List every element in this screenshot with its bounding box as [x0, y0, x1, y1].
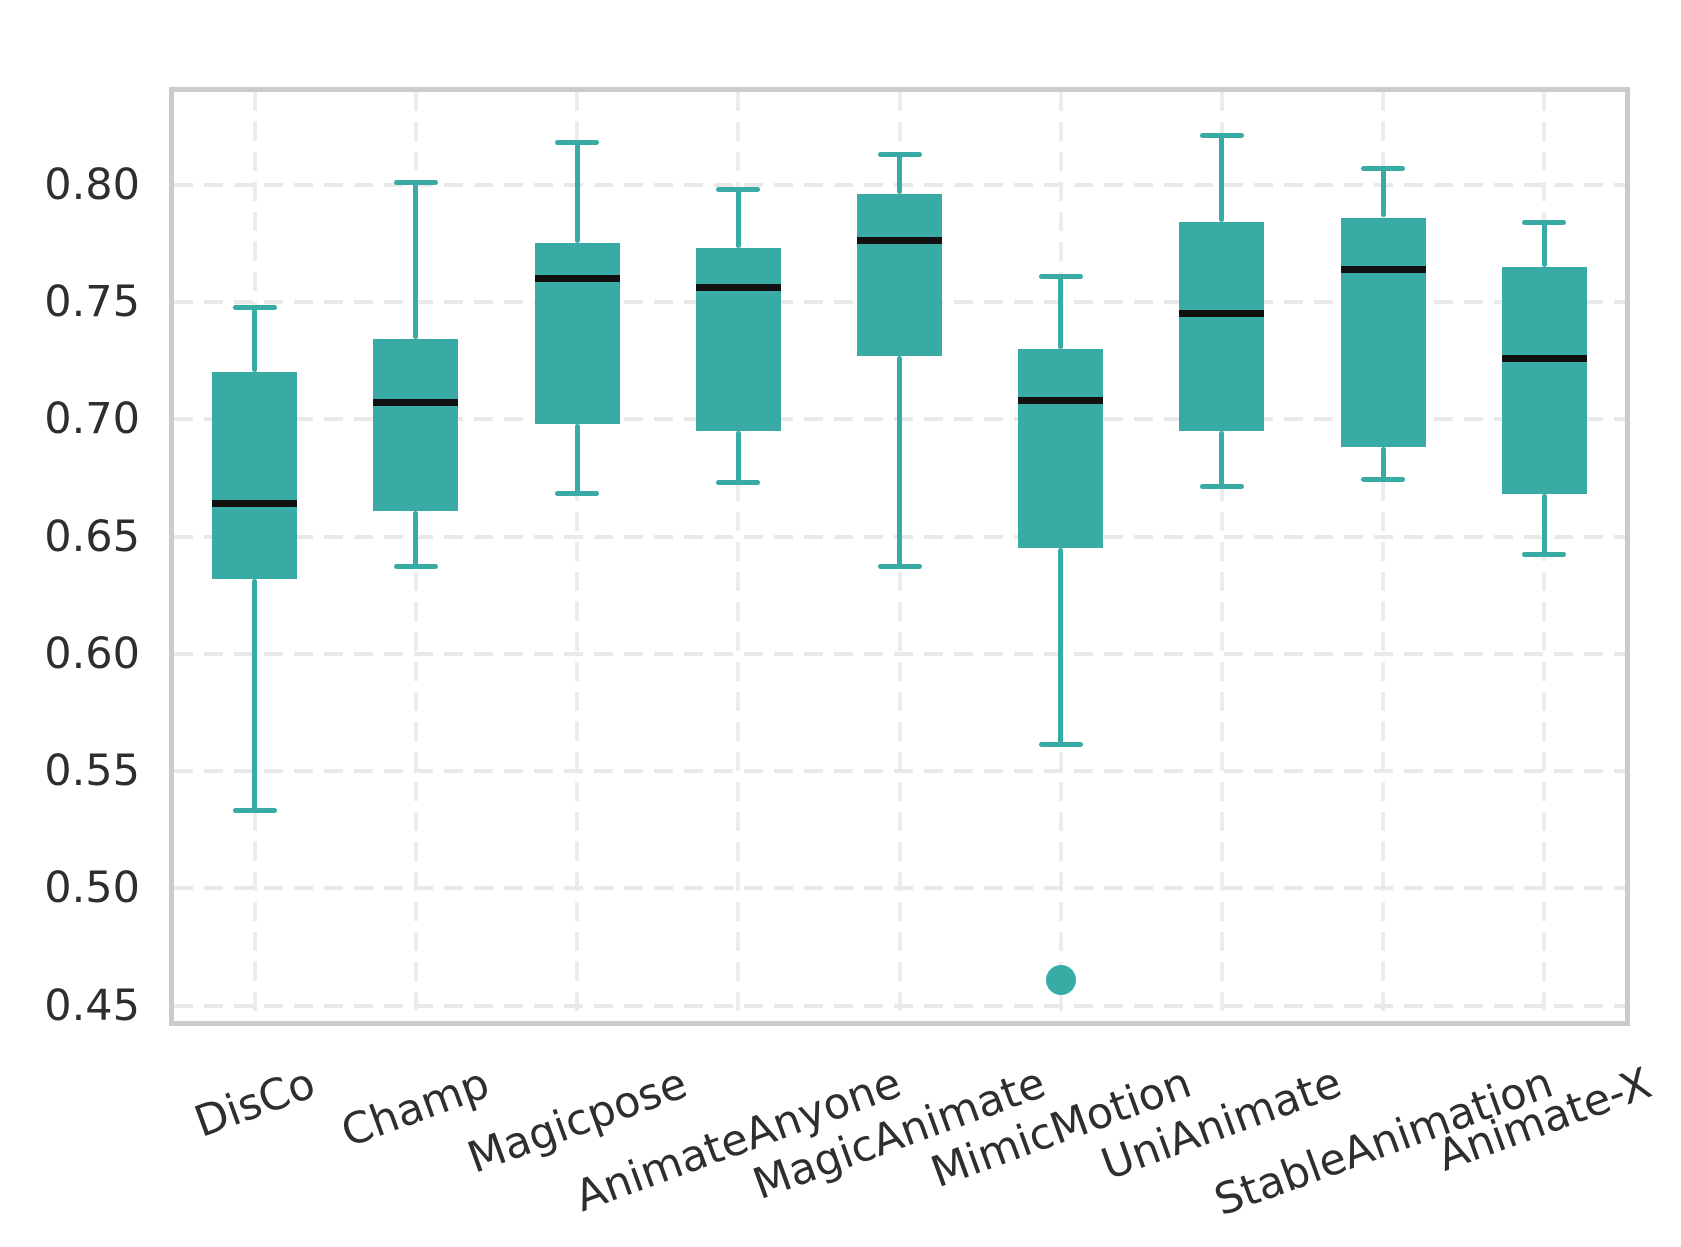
whisker-cap-upper [877, 152, 922, 158]
whisker-cap-lower [1361, 477, 1406, 483]
whisker-cap-upper [1199, 133, 1244, 139]
median-line [373, 399, 459, 407]
y-tick-label-0.75: 0.75 [44, 276, 140, 327]
whisker-line-lower [897, 355, 902, 568]
whisker-line-upper [413, 182, 419, 340]
box-rect [212, 372, 298, 579]
box-rect [1018, 348, 1104, 549]
gridline-x-magicpose [575, 92, 580, 1021]
y-tick-label-0.55: 0.55 [44, 746, 140, 797]
median-line [1340, 265, 1426, 273]
whisker-line-upper [735, 189, 741, 248]
whisker-cap-lower [1038, 742, 1083, 748]
whisker-cap-lower [393, 564, 438, 570]
whisker-line-lower [252, 578, 258, 812]
box-rect [1179, 222, 1265, 431]
whisker-line-upper [252, 306, 258, 373]
whisker-cap-lower [232, 808, 277, 814]
whisker-line-upper [574, 142, 580, 244]
whisker-line-lower [413, 510, 419, 568]
box-rect [857, 194, 942, 356]
gridline-x-animateanyone [736, 92, 741, 1021]
gridline-y-0.50 [174, 886, 1625, 891]
median-line [1179, 310, 1265, 318]
whisker-cap-upper [555, 140, 600, 146]
median-line [534, 275, 620, 282]
gridline-y-0.55 [174, 769, 1625, 774]
whisker-cap-lower [1199, 484, 1244, 490]
whisker-cap-lower [877, 564, 922, 570]
whisker-line-upper [1058, 276, 1064, 349]
whisker-cap-lower [1522, 552, 1567, 558]
y-tick-label-0.50: 0.50 [44, 863, 140, 914]
box-rect [534, 243, 620, 424]
whisker-cap-upper [1038, 274, 1083, 280]
whisker-line-upper [1380, 168, 1386, 218]
outlier-point [1045, 964, 1076, 995]
gridline-x-stableanimation [1381, 92, 1386, 1021]
whisker-line-lower [735, 430, 741, 483]
median-line [695, 284, 781, 292]
y-tick-label-0.45: 0.45 [44, 980, 140, 1031]
x-tick-label-disco: DisCo [187, 1058, 322, 1148]
whisker-line-lower [1219, 430, 1225, 488]
median-line [1501, 354, 1587, 362]
median-line [1018, 396, 1104, 404]
y-tick-label-0.80: 0.80 [44, 159, 140, 210]
whisker-cap-upper [393, 180, 438, 186]
y-tick-label-0.70: 0.70 [44, 394, 140, 445]
whisker-line-lower [1058, 548, 1064, 746]
whisker-line-lower [574, 423, 580, 495]
whisker-cap-upper [1361, 166, 1406, 172]
box-rect [373, 339, 459, 511]
gridline-y-0.60 [174, 651, 1625, 656]
plot-frame [169, 87, 1630, 1026]
whisker-cap-lower [555, 491, 600, 497]
gridline-y-0.45 [174, 1003, 1625, 1008]
whisker-line-lower [1380, 447, 1386, 481]
whisker-cap-lower [716, 479, 761, 485]
box-rect [1340, 217, 1426, 448]
whisker-line-upper [1541, 222, 1547, 267]
whisker-line-upper [897, 154, 902, 195]
y-tick-label-0.60: 0.60 [44, 628, 140, 679]
whisker-line-lower [1541, 494, 1547, 556]
whisker-cap-upper [1522, 220, 1567, 226]
median-line [857, 237, 942, 245]
box-rect [1501, 266, 1587, 495]
y-tick-label-0.65: 0.65 [44, 511, 140, 562]
whisker-line-upper [1219, 135, 1225, 223]
whisker-cap-upper [716, 187, 761, 193]
whisker-cap-upper [232, 304, 277, 310]
gridline-x-unianimate [1219, 92, 1224, 1021]
median-line [212, 500, 298, 508]
box-rect [695, 248, 781, 431]
